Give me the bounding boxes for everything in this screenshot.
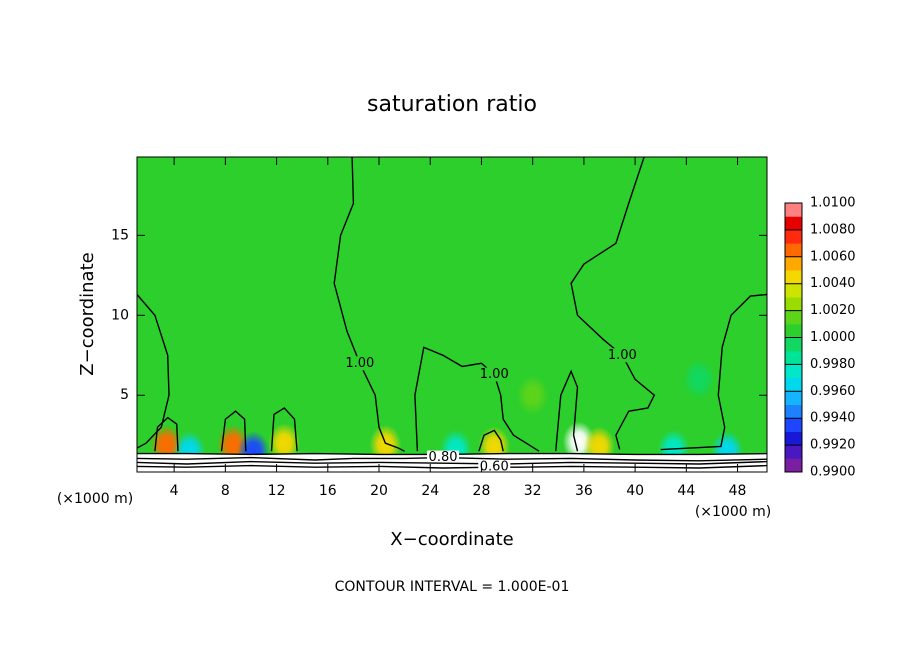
colorbar-cell: [785, 364, 802, 379]
colorbar-cell: [785, 243, 802, 258]
field-feature: [137, 359, 169, 400]
contour-line: [220, 410, 247, 452]
colorbar-cell: [785, 216, 802, 231]
contour-line: [570, 157, 656, 450]
x-tick-label: 44: [677, 483, 695, 499]
colorbar-tick-label: 1.0100: [810, 196, 856, 211]
x-tick-label: 36: [575, 483, 593, 499]
contour-label: 0.60: [480, 460, 509, 475]
colorbar-cell: [785, 377, 802, 392]
x-tick-label: 32: [524, 483, 542, 499]
x-unit-label: (×1000 m): [695, 504, 771, 520]
colorbar-tick-label: 0.9920: [810, 438, 856, 453]
x-tick-label: 4: [170, 483, 179, 499]
colorbar-cell: [785, 283, 802, 298]
colorbar-tick-label: 1.0080: [810, 222, 856, 237]
y-axis-label: Z−coordinate: [77, 252, 98, 375]
field: 1.00 1.00 1.00 0.80 0.60: [137, 157, 767, 475]
y-tick-label: 15: [111, 227, 129, 243]
colorbar-tick-label: 1.0000: [810, 330, 856, 345]
colorbar-cell: [785, 337, 802, 352]
contour-label: 1.00: [480, 367, 509, 382]
x-tick-label: 40: [626, 483, 644, 499]
x-tick-label: 8: [221, 483, 230, 499]
plot-frame: [136, 156, 768, 473]
x-tick-label: 16: [319, 483, 337, 499]
colorbar-tick-label: 1.0040: [810, 276, 856, 291]
colorbar-cell: [785, 297, 802, 311]
x-unit-label: (×1000 m): [57, 491, 133, 507]
contour-line: [660, 293, 767, 451]
contour-line: [137, 294, 170, 449]
contour-label: 1.00: [345, 356, 374, 371]
colorbar-cell: [785, 418, 802, 432]
x-tick-label: 28: [473, 483, 491, 499]
colorbar-tick-label: 0.9900: [810, 465, 856, 480]
x-tick-label: 12: [268, 483, 286, 499]
contour-line: [154, 416, 179, 452]
contour-line: [137, 464, 767, 469]
contour-line: [555, 369, 579, 452]
contour-line: [478, 429, 504, 452]
colorbar-cell: [785, 391, 802, 406]
axes: 4 8 12 16 20 24 28 32 36 40 44 48510150.99000.99200…: [111, 156, 856, 499]
x-tick-label: 20: [370, 483, 388, 499]
colorbar-cell: [785, 270, 802, 284]
y-tick-label: 10: [111, 307, 129, 323]
colorbar-cell: [785, 445, 802, 459]
field-feature: [516, 375, 549, 416]
footer: CONTOUR INTERVAL = 1.000E-01: [335, 579, 570, 595]
background: [137, 157, 767, 472]
colorbar-cell: [785, 256, 802, 271]
x-tick-label: 48: [729, 483, 747, 499]
colorbar-cell: [785, 203, 802, 217]
colorbar-tick-label: 0.9980: [810, 357, 856, 372]
chart-title: saturation ratio: [367, 92, 537, 117]
contour-line: [137, 456, 767, 462]
colorbar-tick-label: 0.9960: [810, 384, 856, 399]
colorbar-cell: [785, 458, 802, 473]
colorbar-cell: [785, 404, 802, 419]
colorbar-cell: [785, 310, 802, 325]
y-tick-label: 5: [120, 387, 129, 403]
colorbar-cell: [785, 350, 802, 365]
contour-label: 1.00: [608, 348, 637, 363]
colorbar-tick-label: 1.0060: [810, 249, 856, 264]
colorbar-tick-label: 0.9940: [810, 411, 856, 426]
colorbar-tick-label: 1.0020: [810, 303, 856, 318]
colorbar-cell: [785, 229, 802, 244]
colorbar-cell: [785, 324, 802, 338]
contour-line: [137, 460, 767, 465]
contour-line: [270, 407, 298, 452]
x-axis-label: X−coordinate: [390, 529, 513, 550]
field-feature: [683, 359, 716, 400]
x-tick-label: 24: [421, 483, 439, 499]
colorbar-cell: [785, 431, 802, 446]
contour-label: 0.80: [429, 450, 458, 465]
